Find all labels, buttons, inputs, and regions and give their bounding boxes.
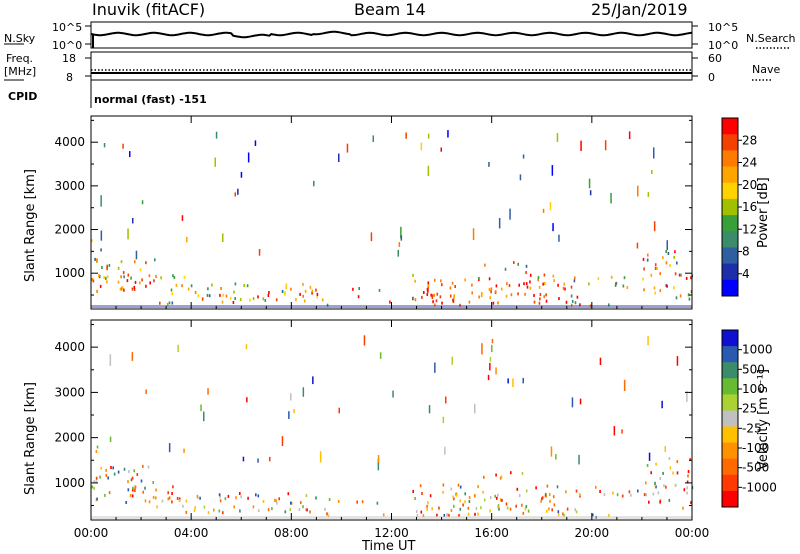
xtick-label: 08:00 [274, 526, 309, 540]
date-title: 25/Jan/2019 [591, 0, 688, 19]
nsky-top-tick: 10^5 [52, 21, 83, 34]
nsearch-label: N.Search [746, 32, 796, 45]
beam-title: Beam 14 [354, 0, 426, 19]
velocity-colorbar-tick-label: 25 [742, 402, 757, 416]
velocity-colorbar-frame [721, 329, 739, 508]
station-title: Inuvik (fitACF) [92, 0, 206, 19]
velocity-colorbar-tick-label: 100 [742, 382, 765, 396]
nsearch-bottom-tick: 10^0 [708, 39, 739, 52]
freq-top-tick: 18 [62, 52, 76, 65]
xtick-label: 20:00 [575, 526, 610, 540]
velocity-colorbar-tick-label: -1000 [742, 480, 777, 494]
power-colorbar-segment [722, 279, 738, 297]
velocity-colorbar-segment [722, 330, 738, 347]
power-colorbar-tick-label: 24 [742, 156, 757, 170]
xtick-label: 00:00 [74, 526, 109, 540]
velocity-colorbar-tick-label: -100 [742, 441, 769, 455]
velocity-colorbar-segment [722, 378, 738, 395]
nsky-bottom-tick: 10^0 [52, 39, 83, 52]
cpid-value: normal (fast) -151 [94, 93, 207, 106]
cpid-label: CPID [8, 90, 38, 103]
power-panel-frame [90, 115, 693, 310]
velocity-colorbar-segment [722, 394, 738, 411]
freq-label: Freq. [6, 52, 34, 65]
power-colorbar-tick-label: 20 [742, 178, 757, 192]
velocity-colorbar-segment [722, 490, 738, 508]
power-colorbar-segment [722, 247, 738, 265]
velocity-ytick-label: 3000 [54, 385, 85, 399]
power-colorbar-segment [722, 166, 738, 184]
power-ytick-label: 3000 [54, 179, 85, 193]
velocity-heatmap [91, 335, 694, 519]
nsky-label: N.Sky [4, 32, 36, 45]
power-colorbar-segment [722, 150, 738, 168]
power-colorbar-tick-label: 4 [742, 267, 750, 281]
velocity-panel-frame [90, 319, 693, 521]
nave-top-tick: 60 [708, 52, 722, 65]
velocity-colorbar-tick-label: 1000 [742, 343, 773, 357]
freq-panel [90, 51, 693, 81]
xtick-label: 00:00 [675, 526, 710, 540]
power-colorbar-tick-label: 16 [742, 200, 757, 214]
xtick-label: 04:00 [174, 526, 209, 540]
xtick-label: 16:00 [474, 526, 509, 540]
power-ytick-label: 1000 [54, 266, 85, 280]
nsearch-top-tick: 10^5 [708, 21, 739, 34]
velocity-colorbar-segment [722, 442, 738, 460]
velocity-ytick-label: 4000 [54, 340, 85, 354]
power-heatmap [91, 130, 693, 308]
velocity-colorbar-segment [722, 458, 738, 476]
velocity-colorbar-tick-label: -25 [742, 421, 762, 435]
velocity-colorbar-segment [722, 410, 738, 428]
velocity-colorbar-segment [722, 362, 738, 379]
velocity-ytick-label: 2000 [54, 431, 85, 445]
power-colorbar-segment [722, 231, 738, 248]
power-colorbar-tick-label: 8 [742, 245, 750, 259]
nave-bottom-tick: 0 [708, 71, 715, 84]
freq-bottom-tick: 8 [66, 71, 73, 84]
power-colorbar-segment [722, 134, 738, 151]
power-ytick-label: 4000 [54, 135, 85, 149]
power-colorbar-segment [722, 263, 738, 281]
velocity-colorbar-tick-label: -500 [742, 461, 769, 475]
power-ytick-label: 2000 [54, 223, 85, 237]
velocity-colorbar-segment [722, 346, 738, 363]
xtick-label: 12:00 [374, 526, 409, 540]
power-colorbar-segment [722, 118, 738, 135]
power-colorbar-segment [722, 198, 738, 216]
nave-label: Nave [752, 63, 781, 76]
velocity-colorbar-segment [722, 474, 738, 492]
power-colorbar-segment [722, 182, 738, 200]
xaxis-label: Time UT [362, 539, 416, 554]
velocity-colorbar-tick-label: 500 [742, 362, 765, 376]
velocity-colorbar-segment [722, 426, 738, 444]
freq-unit: [MHz] [4, 65, 37, 78]
power-colorbar-tick-label: 12 [742, 222, 757, 236]
power-colorbar-tick-label: 28 [742, 133, 757, 147]
nsky-trace [90, 30, 693, 39]
power-colorbar-segment [722, 215, 738, 232]
velocity-ytick-label: 1000 [54, 476, 85, 490]
